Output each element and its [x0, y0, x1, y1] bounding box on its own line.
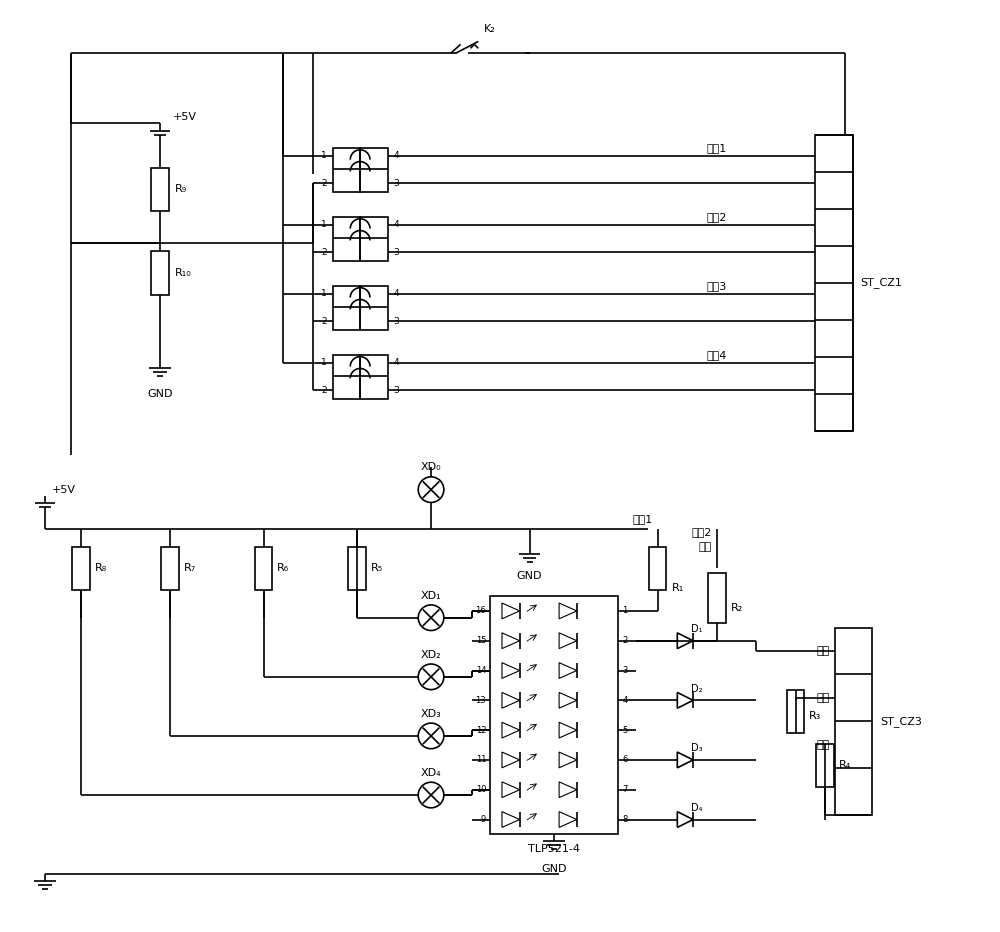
Bar [360, 286, 388, 330]
Bar [649, 547, 666, 590]
Text: R₄: R₄ [839, 761, 851, 771]
Text: 1: 1 [321, 358, 327, 367]
Bar [360, 355, 388, 399]
Bar [333, 286, 360, 330]
Text: 1: 1 [321, 151, 327, 160]
Text: TLP521-4: TLP521-4 [528, 844, 580, 855]
Text: XD₂: XD₂ [421, 651, 441, 660]
Text: R₈: R₈ [95, 564, 107, 573]
Bar [360, 148, 388, 192]
Text: D₂: D₂ [691, 683, 703, 693]
Text: 油门: 油门 [817, 646, 830, 656]
Text: 1: 1 [321, 220, 327, 229]
Text: 1: 1 [622, 607, 627, 615]
Text: 1: 1 [321, 289, 327, 298]
Bar [708, 573, 726, 623]
Text: 16: 16 [476, 607, 486, 615]
Text: 8: 8 [622, 815, 628, 824]
Bar [787, 690, 804, 733]
Text: 火煀4: 火煀4 [707, 350, 727, 360]
Text: 10: 10 [476, 786, 486, 794]
Text: 3: 3 [394, 317, 399, 325]
Text: 3: 3 [394, 248, 399, 256]
Text: XD₀: XD₀ [421, 462, 441, 472]
Text: 4: 4 [394, 151, 399, 160]
Text: XD₃: XD₃ [421, 709, 441, 720]
Text: +5V: +5V [173, 112, 197, 122]
Text: 2: 2 [622, 637, 627, 645]
Bar [815, 135, 853, 431]
Text: R₅: R₅ [371, 564, 383, 573]
Text: 外地: 外地 [817, 739, 830, 749]
Text: ST_CZ1: ST_CZ1 [861, 278, 902, 288]
Bar [816, 744, 834, 788]
Text: 4: 4 [394, 220, 399, 229]
Bar [255, 547, 272, 590]
Text: 外地: 外地 [699, 541, 712, 552]
Text: 3: 3 [394, 179, 399, 187]
Text: K₂: K₂ [484, 23, 496, 34]
Text: 4: 4 [622, 696, 627, 705]
Text: R₇: R₇ [184, 564, 196, 573]
Bar [333, 355, 360, 399]
Text: 5: 5 [622, 726, 627, 734]
Bar [333, 217, 360, 261]
Bar [151, 168, 169, 211]
Bar [490, 596, 618, 834]
Text: GND: GND [517, 571, 542, 582]
Text: 电炂2: 电炂2 [691, 527, 712, 537]
Text: 15: 15 [476, 637, 486, 645]
Bar [360, 217, 388, 261]
Text: D₃: D₃ [691, 743, 703, 753]
Text: 火煀2: 火煀2 [707, 212, 727, 222]
Text: R₁: R₁ [671, 583, 684, 593]
Text: 2: 2 [321, 248, 327, 256]
Text: XD₄: XD₄ [421, 768, 441, 778]
Text: 13: 13 [476, 696, 486, 705]
Bar [348, 547, 366, 590]
Text: 7: 7 [622, 786, 628, 794]
Text: 14: 14 [476, 666, 486, 675]
Text: 12: 12 [476, 726, 486, 734]
Text: 火煀3: 火煀3 [707, 281, 727, 291]
Bar [835, 627, 872, 815]
Bar [161, 547, 179, 590]
Text: 电炂1: 电炂1 [632, 514, 653, 524]
Text: 4: 4 [394, 358, 399, 367]
Text: 4: 4 [394, 289, 399, 298]
Text: 2: 2 [321, 179, 327, 187]
Text: 2: 2 [321, 386, 327, 394]
Text: 2: 2 [321, 317, 327, 325]
Text: GND: GND [147, 389, 173, 399]
Text: 9: 9 [481, 815, 486, 824]
Bar [72, 547, 90, 590]
Text: 3: 3 [394, 386, 399, 394]
Text: 停风: 停风 [817, 692, 830, 703]
Text: XD₁: XD₁ [421, 591, 441, 601]
Text: 6: 6 [622, 756, 628, 764]
Text: ST_CZ3: ST_CZ3 [880, 716, 922, 727]
Bar [151, 252, 169, 295]
Text: R₆: R₆ [277, 564, 289, 573]
Text: R₂: R₂ [731, 603, 743, 613]
Text: GND: GND [541, 864, 567, 874]
Text: D₁: D₁ [691, 624, 703, 634]
Text: R₁₀: R₁₀ [175, 267, 192, 278]
Text: R₃: R₃ [809, 711, 822, 721]
Bar [333, 148, 360, 192]
Text: +5V: +5V [52, 485, 76, 495]
Text: D₄: D₄ [691, 802, 703, 813]
Text: 11: 11 [476, 756, 486, 764]
Text: 火煀1: 火煀1 [707, 143, 727, 153]
Text: 3: 3 [622, 666, 628, 675]
Text: R₉: R₉ [175, 185, 187, 194]
